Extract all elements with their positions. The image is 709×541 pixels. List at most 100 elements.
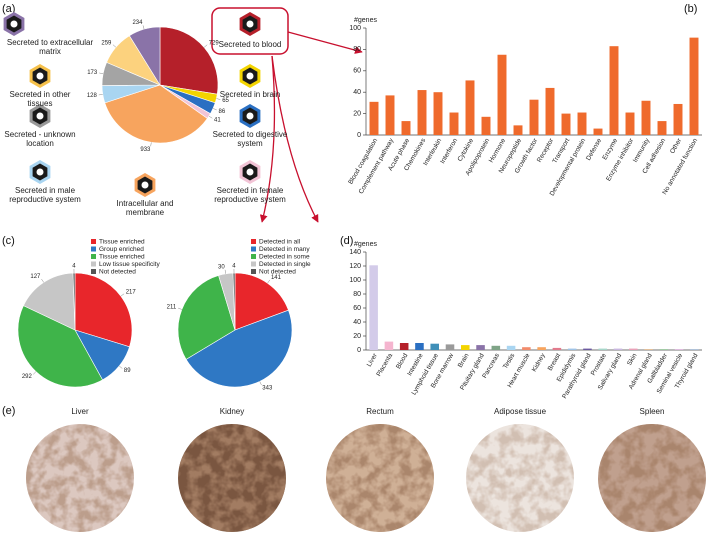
data-label: 729 xyxy=(209,40,220,46)
legend-label: Group enriched xyxy=(99,246,144,253)
bar xyxy=(430,343,440,350)
bar xyxy=(609,46,619,135)
icon-label: Secreted in brain xyxy=(219,90,281,99)
bar xyxy=(497,54,507,135)
x-tick-label: Kidney xyxy=(531,352,547,373)
x-tick-label: Skin xyxy=(626,352,639,367)
data-label: 4 xyxy=(72,264,76,270)
icon-glyph xyxy=(10,20,18,28)
data-label: 30 xyxy=(218,264,225,270)
icon-label: Secreted to digestive system xyxy=(212,130,288,148)
icon-label: Secreted - unknown location xyxy=(4,130,76,148)
icon-glyph xyxy=(246,112,254,120)
leader-line xyxy=(178,307,182,310)
leader-line xyxy=(142,25,145,30)
y-tick-label: 60 xyxy=(353,305,361,312)
legend-swatch xyxy=(91,254,96,259)
bar xyxy=(384,341,394,350)
bar xyxy=(577,112,587,135)
legend-label: Detected in all xyxy=(259,238,301,245)
bar xyxy=(460,345,470,350)
legend-swatch xyxy=(91,269,96,274)
y-tick-label: 100 xyxy=(349,25,361,32)
legend-swatch xyxy=(251,261,256,267)
data-label: 89 xyxy=(124,368,131,374)
legend-label: Tissue enriched xyxy=(99,238,145,245)
y-axis-title: #genes xyxy=(354,17,377,24)
legend-label: Not detected xyxy=(99,268,136,275)
tissue-texture xyxy=(466,424,574,532)
y-tick-label: 80 xyxy=(353,46,361,53)
legend-label: Detected in many xyxy=(259,246,310,253)
bar xyxy=(481,116,491,135)
leader-line xyxy=(98,94,103,96)
icon-glyph xyxy=(141,181,149,189)
data-label: 217 xyxy=(126,290,137,296)
bar xyxy=(593,128,603,135)
bar xyxy=(401,121,411,135)
arrow xyxy=(259,55,276,223)
bar xyxy=(465,80,475,135)
bar xyxy=(417,90,427,135)
panel-label: (c) xyxy=(2,235,15,247)
bar xyxy=(673,103,683,135)
icon-glyph xyxy=(36,112,44,120)
bar xyxy=(415,343,424,350)
bar xyxy=(625,112,635,135)
legend-swatch xyxy=(91,261,96,267)
legend-label: Low tissue specificity xyxy=(99,261,160,268)
leader-line xyxy=(150,142,152,147)
bar xyxy=(476,345,485,350)
data-label: 211 xyxy=(167,305,177,311)
data-label: 4 xyxy=(232,264,236,270)
pie-slice xyxy=(104,84,208,144)
icon-glyph xyxy=(246,20,254,28)
y-tick-label: 80 xyxy=(353,291,361,298)
leader-line xyxy=(208,115,213,119)
image-title: Adipose tissue xyxy=(494,407,547,416)
bar xyxy=(449,112,459,135)
legend-swatch xyxy=(251,269,256,274)
x-tick-label: Testis xyxy=(502,352,517,371)
leader-line xyxy=(259,381,262,386)
pie-slice xyxy=(177,275,236,360)
bar xyxy=(385,95,395,135)
legend-swatch xyxy=(251,246,256,252)
data-label: 86 xyxy=(219,109,226,115)
panel-label: (e) xyxy=(2,405,15,417)
data-label: 234 xyxy=(132,20,143,26)
bar xyxy=(641,100,651,135)
data-label: 292 xyxy=(22,374,33,380)
y-tick-label: 0 xyxy=(357,347,361,354)
leader-line xyxy=(112,44,117,48)
bar xyxy=(491,345,501,350)
icon-label: Intracellular and membrane xyxy=(116,199,174,217)
bar xyxy=(567,348,577,350)
data-label: 343 xyxy=(262,385,273,391)
y-tick-label: 20 xyxy=(353,110,361,117)
legend-swatch xyxy=(91,239,96,244)
leader-line xyxy=(99,72,104,74)
bar xyxy=(598,348,608,350)
legend-label: Tissue enriched xyxy=(99,253,145,260)
icon-glyph xyxy=(246,168,254,176)
icon-glyph xyxy=(36,72,44,80)
data-label: 259 xyxy=(101,40,112,46)
y-tick-label: 40 xyxy=(353,89,361,96)
bar xyxy=(369,101,379,135)
legend-swatch xyxy=(91,246,96,252)
bar xyxy=(644,349,653,350)
icon-label: Secreted in female reproductive system xyxy=(214,186,286,204)
x-tick-label: Brain xyxy=(457,352,471,369)
y-tick-label: 40 xyxy=(353,319,361,326)
tissue-texture xyxy=(26,424,134,532)
pie-slice xyxy=(17,305,103,388)
x-tick-label: Liver xyxy=(366,352,380,368)
icon-label: Secreted in other tissues xyxy=(9,90,71,108)
legend-swatch xyxy=(251,254,256,259)
y-tick-label: 140 xyxy=(349,249,361,256)
bar xyxy=(522,347,531,350)
tissue-texture xyxy=(326,424,434,532)
data-label: 41 xyxy=(214,117,221,123)
